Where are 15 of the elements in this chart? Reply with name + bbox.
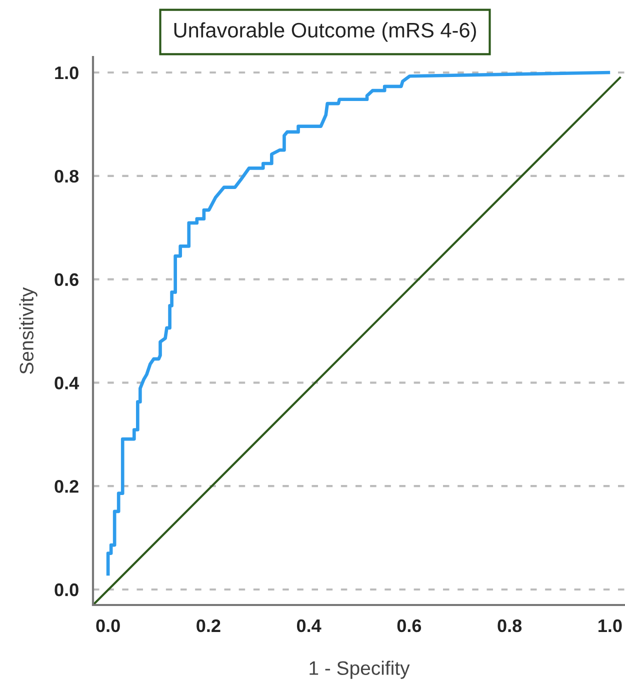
- x-tick-label: 0.0: [96, 619, 120, 632]
- x-tick-label: 0.8: [498, 619, 522, 632]
- y-tick-label: 0.4: [54, 376, 80, 390]
- x-tick-label: 1.0: [598, 619, 622, 632]
- y-axis-title: Sensitivity: [19, 287, 38, 374]
- chart-title: Unfavorable Outcome (mRS 4-6): [174, 22, 476, 42]
- y-tick-label: 0.2: [54, 480, 78, 493]
- y-tick-label: 1.0: [55, 66, 78, 80]
- x-tick-label: 0.2: [196, 619, 220, 632]
- y-tick-label: 0.0: [54, 583, 78, 596]
- x-tick-label: 0.6: [397, 619, 422, 632]
- y-tick-label: 0.6: [54, 273, 78, 286]
- x-tick-label: 0.4: [296, 619, 322, 632]
- x-axis-title: 1 - Specifity: [310, 660, 410, 679]
- y-tick-label: 0.8: [54, 170, 79, 183]
